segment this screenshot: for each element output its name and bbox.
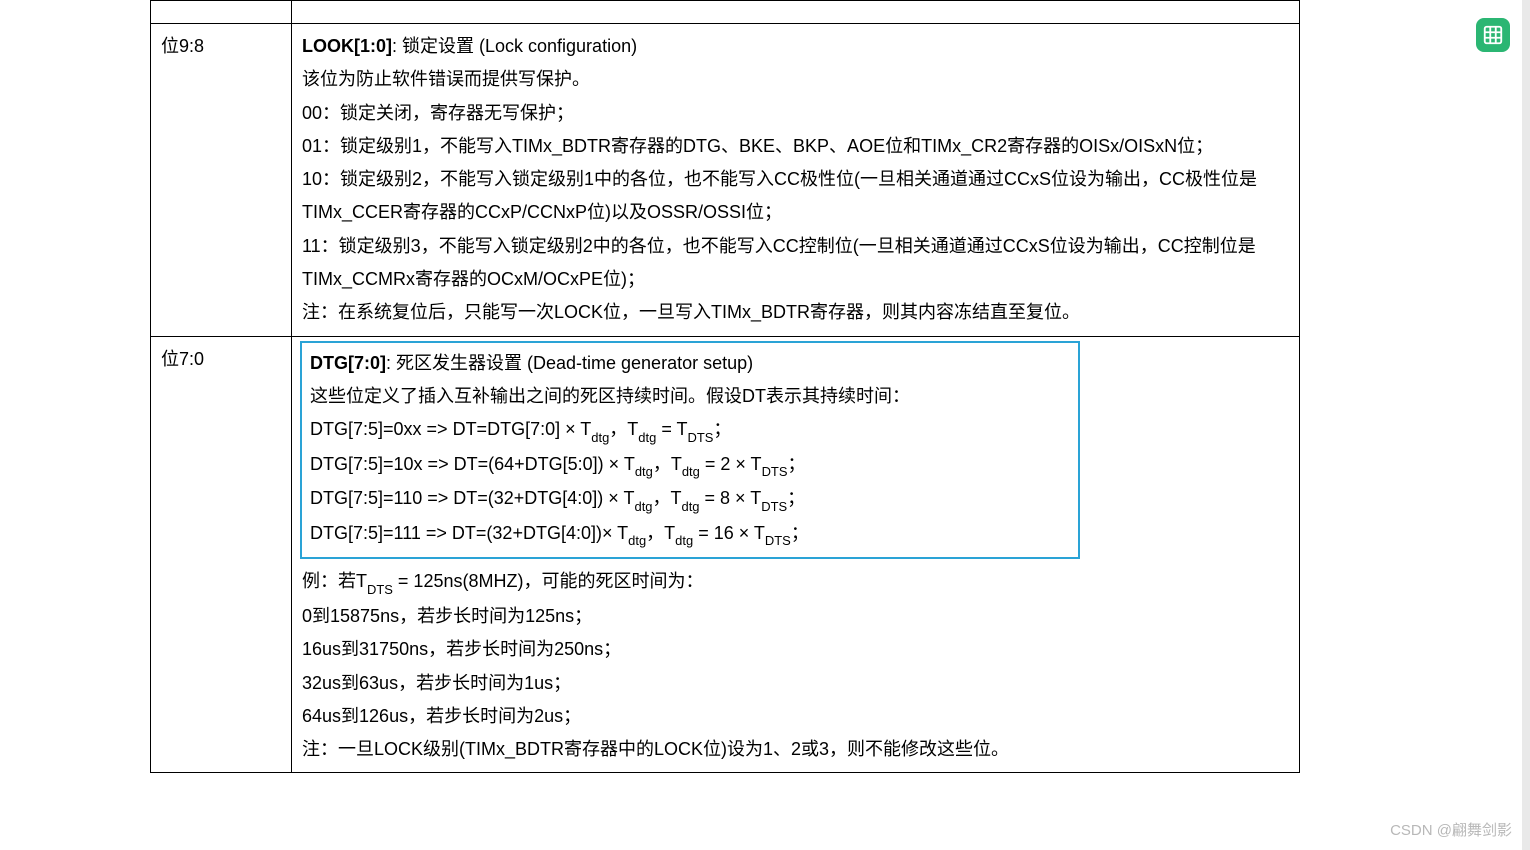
table-row-truncated: [151, 1, 1300, 24]
watermark-text: CSDN @翩舞剑影: [1390, 819, 1512, 840]
description-cell: LOOK[1:0]: 锁定设置 (Lock configuration) 该位为…: [292, 24, 1300, 337]
document-page: 位9:8 LOOK[1:0]: 锁定设置 (Lock configuration…: [0, 0, 1530, 773]
register-description-table: 位9:8 LOOK[1:0]: 锁定设置 (Lock configuration…: [150, 0, 1300, 773]
field-name: DTG[7:0]: [310, 353, 386, 373]
formula-line: DTG[7:5]=10x => DT=(64+DTG[5:0]) × Tdtg，…: [310, 448, 1070, 483]
example-line: 例：若TDTS = 125ns(8MHZ)，可能的死区时间为：: [302, 565, 1289, 600]
desc-line: 16us到31750ns，若步长时间为250ns；: [302, 633, 1289, 666]
desc-line: 01：锁定级别1，不能写入TIMx_BDTR寄存器的DTG、BKE、BKP、AO…: [302, 130, 1289, 163]
table-row: 位7:0 DTG[7:0]: 死区发生器设置 (Dead-time genera…: [151, 336, 1300, 773]
desc-line: 注：在系统复位后，只能写一次LOCK位，一旦写入TIMx_BDTR寄存器，则其内…: [302, 296, 1289, 329]
field-title: : 死区发生器设置 (Dead-time generator setup): [386, 353, 753, 373]
highlight-intro: 这些位定义了插入互补输出之间的死区持续时间。假设DT表示其持续时间：: [310, 380, 1070, 413]
formula-line: DTG[7:5]=0xx => DT=DTG[7:0] × Tdtg，Tdtg …: [310, 413, 1070, 448]
formula-line: DTG[7:5]=110 => DT=(32+DTG[4:0]) × Tdtg，…: [310, 482, 1070, 517]
desc-line: 64us到126us，若步长时间为2us；: [302, 700, 1289, 733]
desc-line: 32us到63us，若步长时间为1us；: [302, 667, 1289, 700]
scrollbar-track[interactable]: [1522, 0, 1530, 850]
side-action-icon[interactable]: [1476, 18, 1510, 52]
bit-label: 位9:8: [161, 36, 204, 56]
description-cell: DTG[7:0]: 死区发生器设置 (Dead-time generator s…: [292, 336, 1300, 773]
highlight-box: DTG[7:0]: 死区发生器设置 (Dead-time generator s…: [300, 341, 1080, 560]
grid-icon: [1482, 24, 1504, 46]
desc-line: 0到15875ns，若步长时间为125ns；: [302, 600, 1289, 633]
desc-line: 10：锁定级别2，不能写入锁定级别1中的各位，也不能写入CC极性位(一旦相关通道…: [302, 163, 1289, 230]
desc-line: 00：锁定关闭，寄存器无写保护；: [302, 97, 1289, 130]
field-title: : 锁定设置 (Lock configuration): [392, 36, 637, 56]
desc-line: 该位为防止软件错误而提供写保护。: [302, 63, 1289, 96]
bit-label-cell: 位7:0: [151, 336, 292, 773]
bit-label: 位7:0: [161, 349, 204, 369]
formula-line: DTG[7:5]=111 => DT=(32+DTG[4:0])× Tdtg，T…: [310, 517, 1070, 552]
desc-line: 注：一旦LOCK级别(TIMx_BDTR寄存器中的LOCK位)设为1、2或3，则…: [302, 733, 1289, 766]
desc-line: 11：锁定级别3，不能写入锁定级别2中的各位，也不能写入CC控制位(一旦相关通道…: [302, 230, 1289, 297]
field-name: LOOK[1:0]: [302, 36, 392, 56]
bit-label-cell: 位9:8: [151, 24, 292, 337]
table-row: 位9:8 LOOK[1:0]: 锁定设置 (Lock configuration…: [151, 24, 1300, 337]
